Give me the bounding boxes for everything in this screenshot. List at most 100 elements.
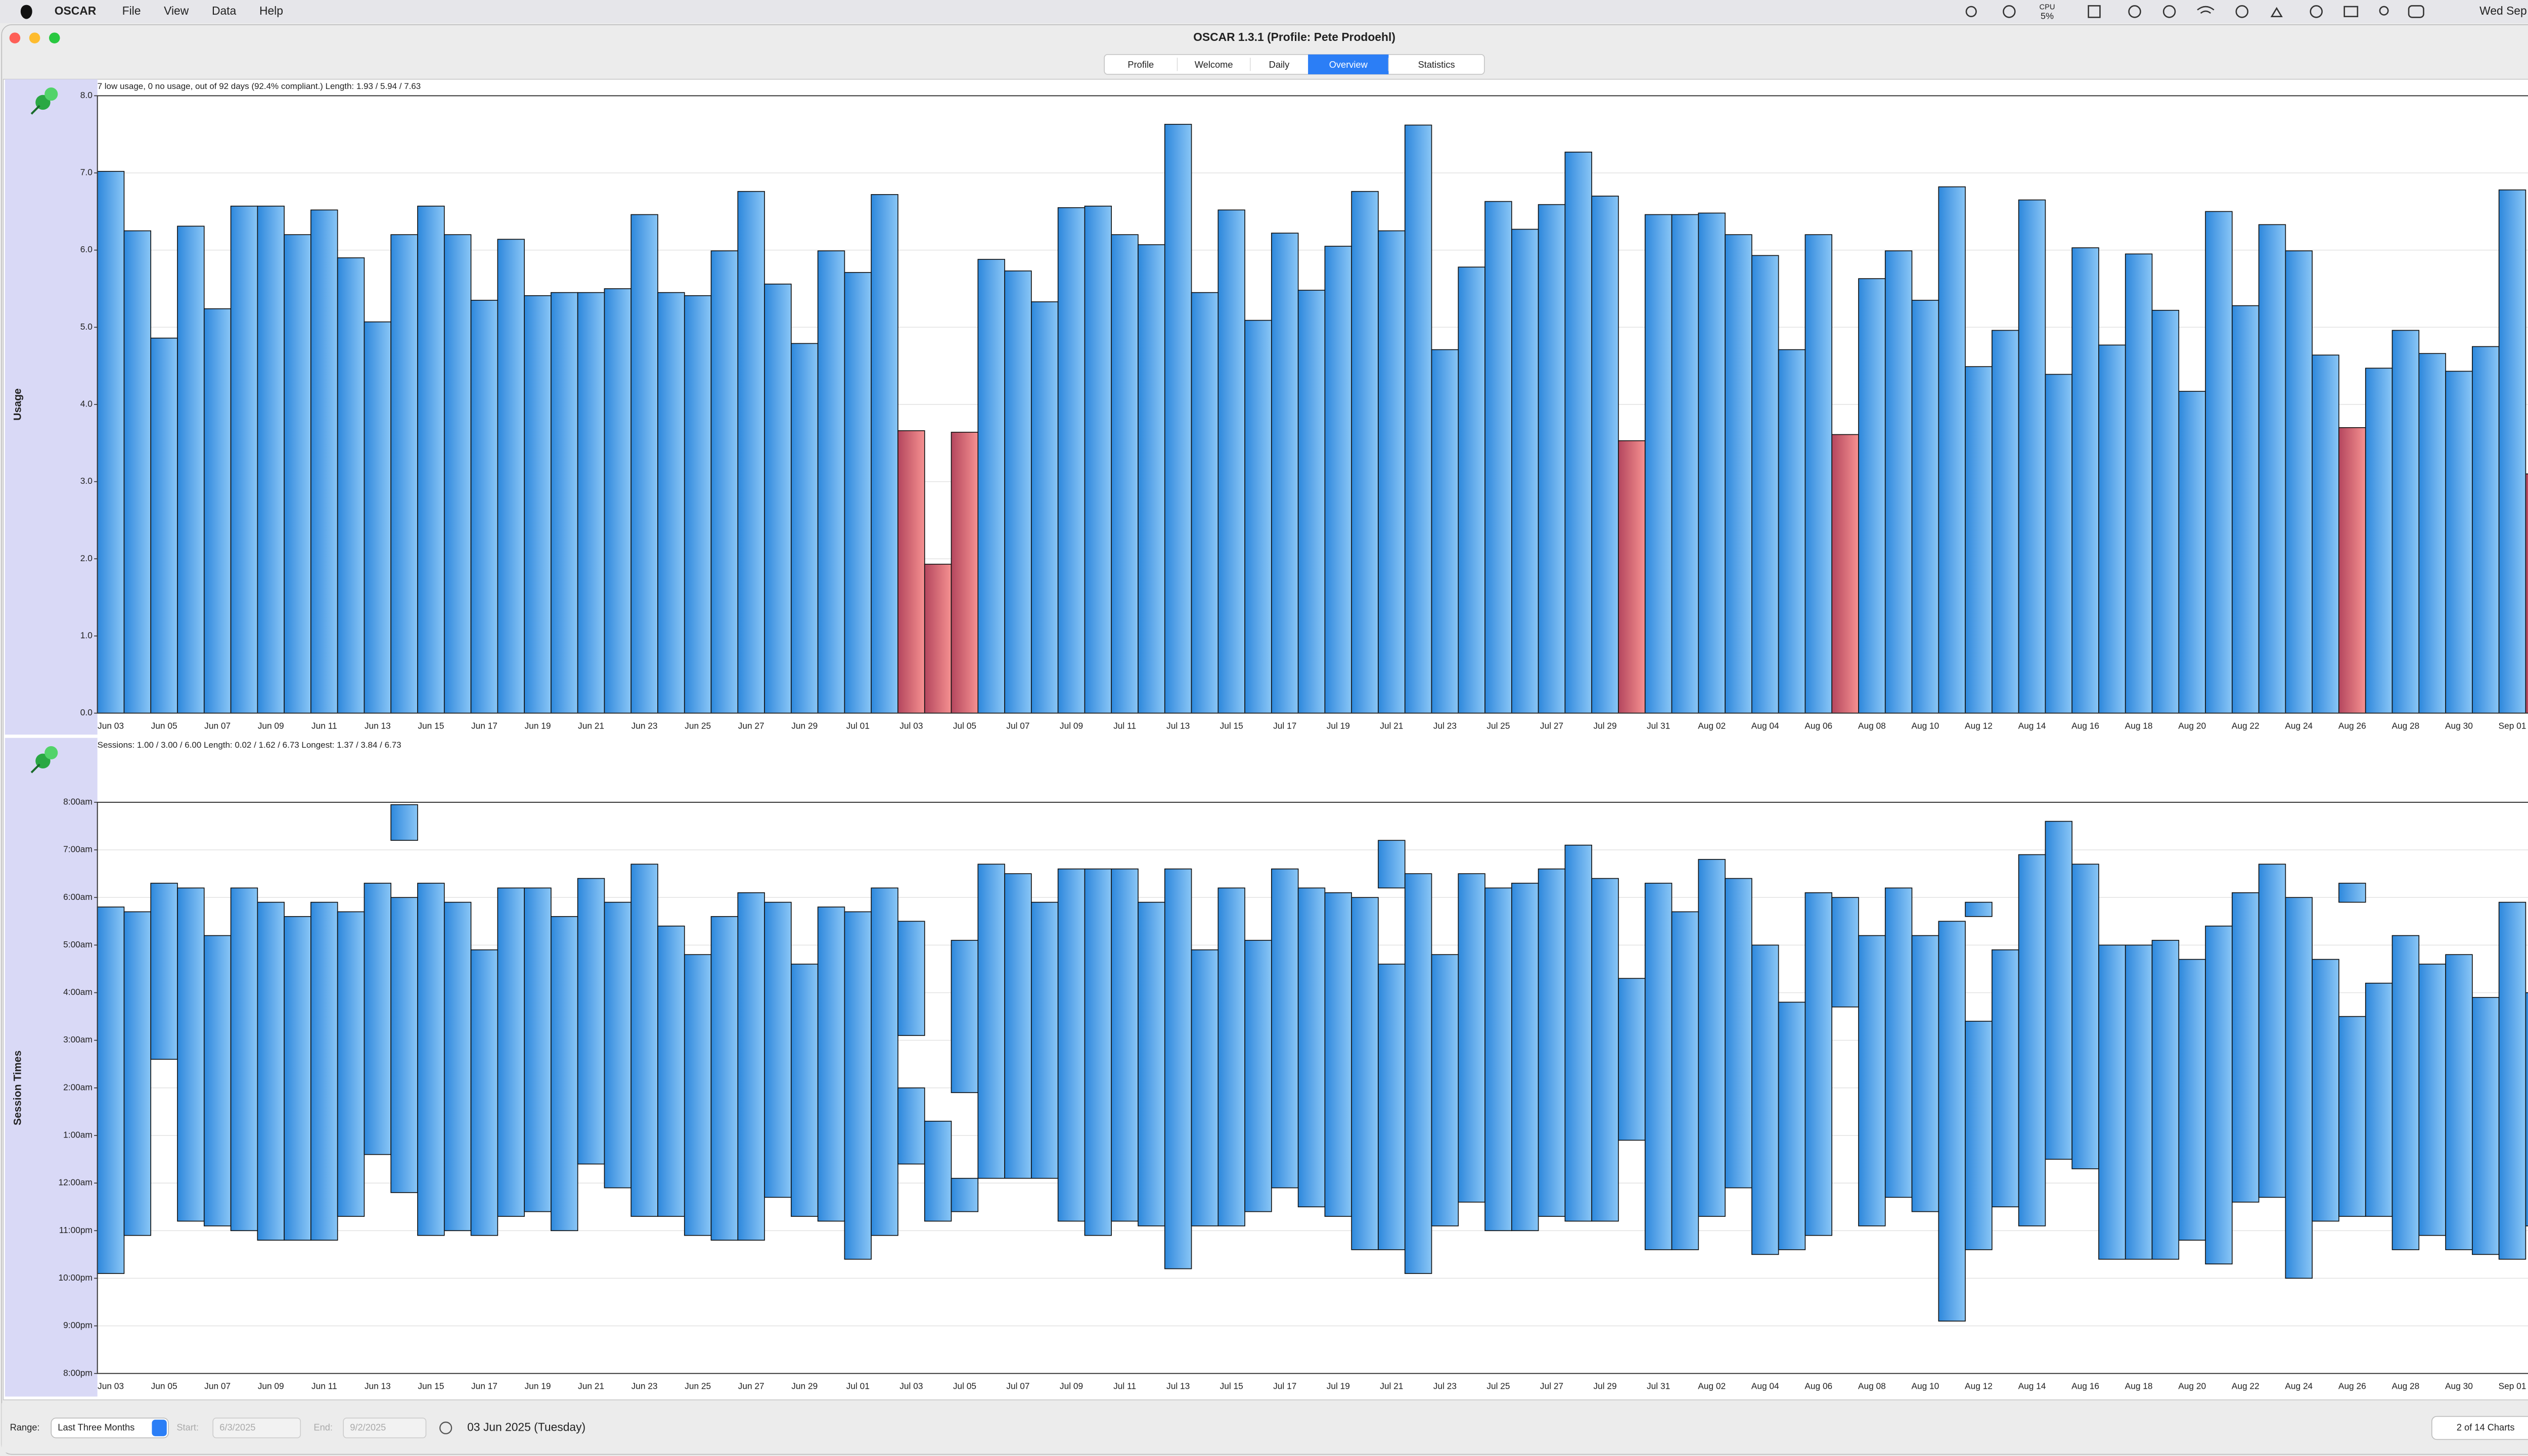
status-icon[interactable] [2235, 5, 2249, 18]
bar [1031, 301, 1059, 714]
tab[interactable]: Overview [1329, 59, 1368, 70]
cpu-value: 5% [2041, 11, 2054, 21]
tab[interactable]: Daily [1269, 59, 1290, 70]
session-bar [2045, 821, 2072, 1160]
bar [1591, 196, 1619, 714]
end-value[interactable]: 9/2/2025 [350, 1422, 386, 1432]
start-field[interactable] [212, 1418, 301, 1438]
minimize-button[interactable] [29, 32, 40, 43]
session-bar [2071, 863, 2099, 1169]
zoom-button[interactable] [49, 32, 60, 43]
wifi-icon[interactable] [2197, 6, 2215, 14]
status-icon[interactable] [1965, 6, 1977, 17]
y-tick-label: 8:00am [63, 797, 93, 807]
apple-logo[interactable] [20, 5, 32, 19]
close-button[interactable] [9, 32, 21, 43]
y-tick-label: 1.0 [80, 630, 93, 641]
status-icon[interactable] [2310, 5, 2323, 18]
bar [924, 564, 952, 714]
session-bar [2125, 944, 2153, 1260]
range-dropdown[interactable] [51, 1418, 169, 1438]
x-tick-label: Jun 13 [365, 1381, 391, 1391]
x-tick-label: Aug 14 [2018, 1381, 2046, 1391]
session-bar [1564, 844, 1592, 1222]
menu-item[interactable]: File [122, 4, 141, 17]
bar [1378, 230, 1406, 714]
tab[interactable]: Welcome [1195, 59, 1233, 70]
session-bar [1271, 868, 1299, 1189]
status-icon[interactable] [2003, 5, 2016, 18]
session-bar [230, 887, 258, 1232]
tab[interactable]: Statistics [1418, 59, 1455, 70]
end-field[interactable] [343, 1418, 427, 1438]
session-bar [2525, 992, 2528, 1226]
bar [817, 250, 845, 714]
plot-frame [97, 95, 2528, 714]
menu-item[interactable]: Data [212, 4, 237, 17]
status-icon[interactable] [2088, 5, 2101, 18]
app-menu[interactable]: OSCAR [55, 4, 97, 17]
bar [897, 430, 925, 714]
bar [1164, 124, 1192, 714]
session-bar [1458, 873, 1485, 1203]
session-bar [417, 883, 445, 1236]
x-tick-label: Aug 08 [1858, 1381, 1886, 1391]
range-value[interactable]: Last Three Months [58, 1422, 134, 1432]
menu-item[interactable]: Help [259, 4, 283, 17]
x-tick-label: Aug 22 [2232, 720, 2260, 731]
y-axis-title: Session Times [12, 1051, 24, 1125]
session-bar [1644, 883, 1673, 1250]
x-tick-label: Aug 20 [2178, 720, 2206, 731]
session-bar [123, 911, 152, 1236]
dropdown-arrow[interactable] [152, 1420, 167, 1436]
session-bar [2445, 954, 2473, 1250]
status-icon[interactable] [2128, 5, 2141, 18]
session-bar [1591, 878, 1619, 1222]
clock[interactable]: Wed Sep 3 8:15 AM [2479, 4, 2528, 17]
x-tick-label: Aug 30 [2445, 1381, 2473, 1391]
pin-icon[interactable] [30, 746, 58, 774]
session-bar [924, 1120, 952, 1222]
start-value[interactable]: 6/3/2025 [219, 1422, 255, 1432]
chart-summary: Sessions: 1.00 / 3.00 / 6.00 Length: 0.0… [98, 740, 401, 750]
session-bar [203, 935, 232, 1226]
session-bar [1992, 949, 2019, 1208]
status-icon[interactable] [2270, 7, 2283, 17]
x-tick-label: Aug 14 [2018, 720, 2046, 731]
bar [2018, 199, 2046, 714]
status-icon[interactable] [2343, 6, 2359, 17]
x-tick-label: Aug 04 [1751, 1381, 1779, 1391]
menu-bar [0, 0, 2528, 23]
control-center-icon[interactable] [2408, 5, 2424, 18]
tab-selected[interactable] [1308, 54, 1389, 74]
bar [97, 171, 125, 714]
x-tick-label: Jul 03 [899, 720, 923, 731]
x-tick-label: Jun 29 [791, 720, 818, 731]
x-tick-label: Jul 27 [1540, 720, 1563, 731]
bar [1217, 209, 1245, 714]
x-tick-label: Jul 01 [846, 1381, 870, 1391]
bar [1618, 440, 1646, 714]
bar [203, 308, 232, 714]
session-bar [390, 897, 418, 1193]
y-tick-label: 3.0 [80, 476, 93, 486]
menu-item[interactable]: View [164, 4, 189, 17]
y-axis-title: Usage [12, 388, 24, 421]
search-icon[interactable] [2379, 6, 2389, 16]
session-bar [2338, 1016, 2366, 1217]
status-icon[interactable] [2162, 5, 2176, 18]
session-bar [871, 887, 898, 1236]
charts-dropdown[interactable] [2431, 1416, 2528, 1440]
pin-icon[interactable] [30, 87, 58, 115]
bar [1057, 207, 1086, 714]
refresh-button[interactable] [439, 1421, 453, 1435]
chart: Sessions: 1.00 / 3.00 / 6.00 Length: 0.0… [5, 738, 2528, 1397]
charts-count[interactable]: 2 of 14 Charts [2457, 1422, 2515, 1432]
bar [1404, 124, 1432, 714]
bar [417, 205, 445, 714]
tab[interactable]: Profile [1127, 59, 1154, 70]
session-bar [1324, 892, 1352, 1217]
session-bar [1431, 954, 1459, 1226]
session-bar [470, 949, 499, 1236]
bar [844, 272, 872, 714]
